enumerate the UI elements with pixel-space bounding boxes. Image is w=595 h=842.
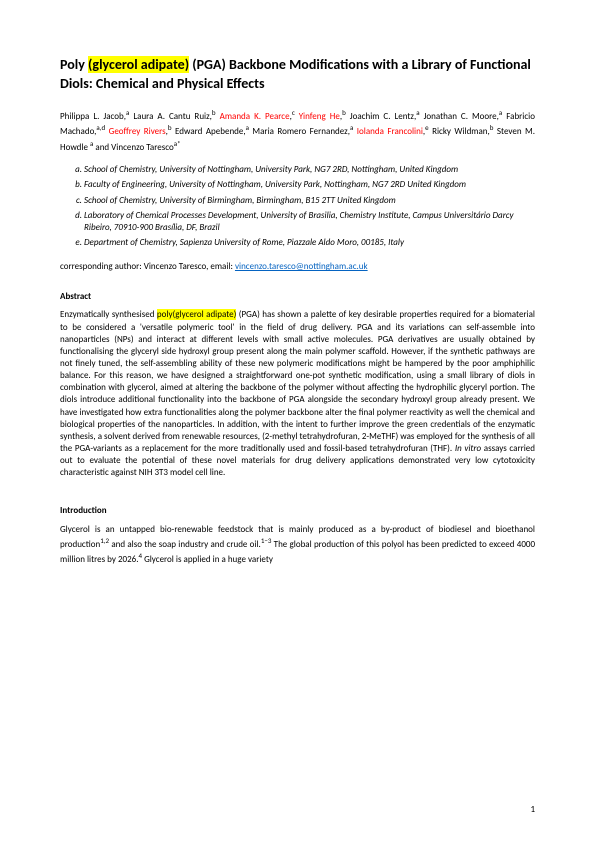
title-highlight: (glycerol adipate) xyxy=(88,56,189,73)
corresponding-label: corresponding author: Vincenzo Taresco, … xyxy=(60,261,235,272)
abstract-post: (PGA) has shown a palette of key desirab… xyxy=(60,309,535,478)
authors-list: Philippa L. Jacob,a Laura A. Cantu Ruiz,… xyxy=(60,108,535,155)
affiliations-list: School of Chemistry, University of Notti… xyxy=(60,164,535,249)
abstract-pre: Enzymatically synthesised xyxy=(60,309,157,320)
affiliation-item: Department of Chemistry, Sapienza Univer… xyxy=(84,237,535,249)
corresponding-author: corresponding author: Vincenzo Taresco, … xyxy=(60,261,535,273)
corresponding-email-link[interactable]: vincenzo.taresco@nottingham.ac.uk xyxy=(235,261,368,272)
affiliation-item: School of Chemistry, University of Birmi… xyxy=(84,195,535,207)
page-number: 1 xyxy=(530,804,535,816)
introduction-heading: Introduction xyxy=(60,505,535,517)
paper-title: Poly (glycerol adipate) (PGA) Backbone M… xyxy=(60,56,535,94)
title-pre: Poly xyxy=(60,56,88,73)
abstract-body: Enzymatically synthesised poly(glycerol … xyxy=(60,309,535,479)
affiliation-item: Laboratory of Chemical Processes Develop… xyxy=(84,210,535,234)
abstract-heading: Abstract xyxy=(60,291,535,303)
affiliation-item: School of Chemistry, University of Notti… xyxy=(84,164,535,176)
introduction-body: Glycerol is an untapped bio-renewable fe… xyxy=(60,524,535,566)
affiliation-item: Faculty of Engineering, University of No… xyxy=(84,179,535,191)
abstract-highlight: poly(glycerol adipate) xyxy=(157,309,236,320)
